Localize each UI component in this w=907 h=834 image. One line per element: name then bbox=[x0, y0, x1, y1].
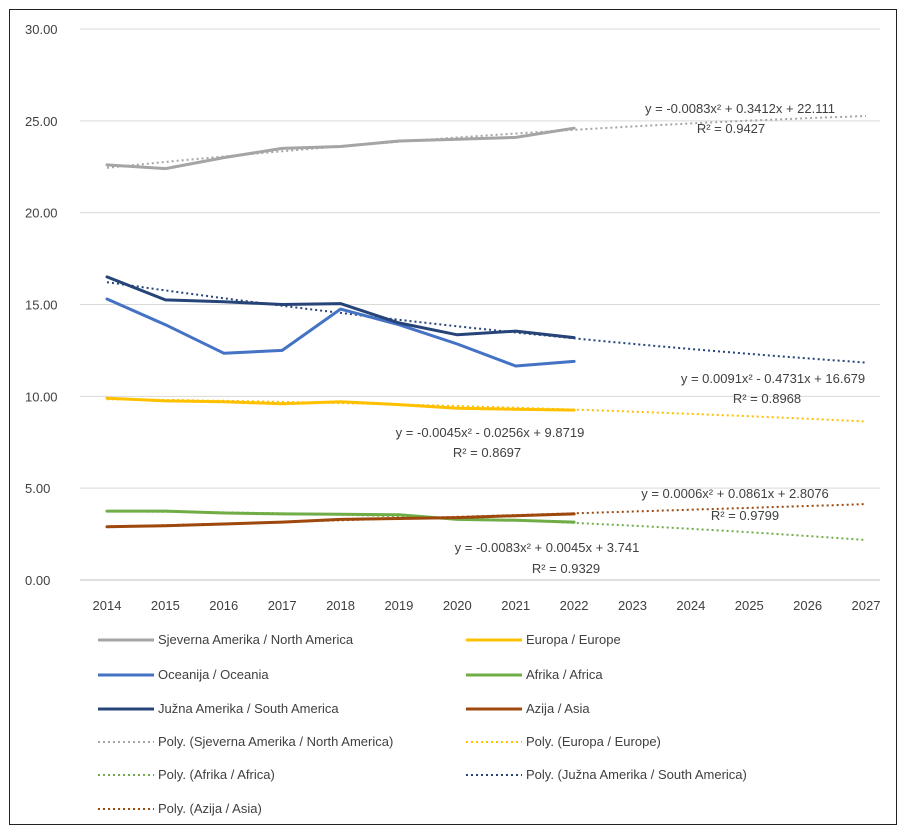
trendline bbox=[106, 281, 867, 364]
y-axis-ticks: 0.00 5.00 10.00 15.00 20.00 25.00 30.00 bbox=[25, 22, 58, 588]
x-tick-label: 2017 bbox=[268, 598, 297, 613]
legend-label: Poly. (Sjeverna Amerika / North America) bbox=[158, 734, 393, 749]
legend-label: Oceanija / Oceania bbox=[158, 667, 269, 682]
trend-equations: y = -0.0083x² + 0.3412x + 22.111 R² = 0.9… bbox=[396, 101, 865, 576]
legend: Sjeverna Amerika / North America Europa /… bbox=[98, 632, 747, 816]
legend-label: Južna Amerika / South America bbox=[158, 701, 339, 716]
legend-label: Poly. (Afrika / Africa) bbox=[158, 767, 275, 782]
y-tick-label: 5.00 bbox=[25, 481, 50, 496]
series-line bbox=[105, 275, 576, 340]
legend-label: Sjeverna Amerika / North America bbox=[158, 632, 354, 647]
x-tick-label: 2019 bbox=[384, 598, 413, 613]
x-tick-label: 2023 bbox=[618, 598, 647, 613]
trendline bbox=[106, 115, 867, 169]
trend-equation: y = -0.0045x² - 0.0256x + 9.8719 bbox=[396, 425, 585, 440]
y-tick-label: 0.00 bbox=[25, 573, 50, 588]
trend-equation: y = 0.0006x² + 0.0861x + 2.8076 bbox=[641, 486, 829, 501]
x-tick-label: 2018 bbox=[326, 598, 355, 613]
x-tick-label: 2025 bbox=[735, 598, 764, 613]
trend-equation: y = -0.0083x² + 0.0045x + 3.741 bbox=[455, 540, 640, 555]
legend-label: Poly. (Azija / Asia) bbox=[158, 801, 262, 816]
trend-r2: R² = 0.9427 bbox=[697, 121, 765, 136]
y-tick-label: 15.00 bbox=[25, 298, 58, 313]
trend-r2: R² = 0.9329 bbox=[532, 561, 600, 576]
trendlines bbox=[106, 115, 867, 541]
x-tick-label: 2016 bbox=[209, 598, 238, 613]
x-tick-label: 2026 bbox=[793, 598, 822, 613]
legend-label: Poly. (Južna Amerika / South America) bbox=[526, 767, 747, 782]
x-tick-label: 2014 bbox=[93, 598, 122, 613]
x-axis-ticks: 2014 2015 2016 2017 2018 2019 2020 2021 2022 2023… bbox=[93, 598, 881, 613]
series-line bbox=[105, 512, 576, 529]
trend-r2: R² = 0.8697 bbox=[453, 445, 521, 460]
x-tick-label: 2020 bbox=[443, 598, 472, 613]
y-tick-label: 25.00 bbox=[25, 114, 58, 129]
y-tick-label: 10.00 bbox=[25, 389, 58, 404]
x-tick-label: 2024 bbox=[676, 598, 705, 613]
legend-label: Afrika / Africa bbox=[526, 667, 603, 682]
y-tick-label: 30.00 bbox=[25, 22, 58, 37]
chart-frame bbox=[9, 9, 897, 825]
trend-r2: R² = 0.8968 bbox=[733, 391, 801, 406]
x-tick-label: 2015 bbox=[151, 598, 180, 613]
y-tick-label: 20.00 bbox=[25, 206, 58, 221]
x-tick-label: 2022 bbox=[560, 598, 589, 613]
series-line bbox=[105, 126, 576, 171]
trend-r2: R² = 0.9799 bbox=[711, 508, 779, 523]
x-tick-label: 2021 bbox=[501, 598, 530, 613]
trend-equation: y = -0.0083x² + 0.3412x + 22.111 bbox=[645, 101, 835, 116]
legend-label: Europa / Europe bbox=[526, 632, 621, 647]
series-line bbox=[105, 396, 576, 412]
series-line bbox=[105, 509, 576, 524]
series-line bbox=[105, 297, 576, 368]
x-tick-label: 2027 bbox=[852, 598, 881, 613]
legend-label: Azija / Asia bbox=[526, 701, 590, 716]
trend-equation: y = 0.0091x² - 0.4731x + 16.679 bbox=[681, 371, 865, 386]
series-lines bbox=[105, 126, 576, 529]
legend-label: Poly. (Europa / Europe) bbox=[526, 734, 661, 749]
